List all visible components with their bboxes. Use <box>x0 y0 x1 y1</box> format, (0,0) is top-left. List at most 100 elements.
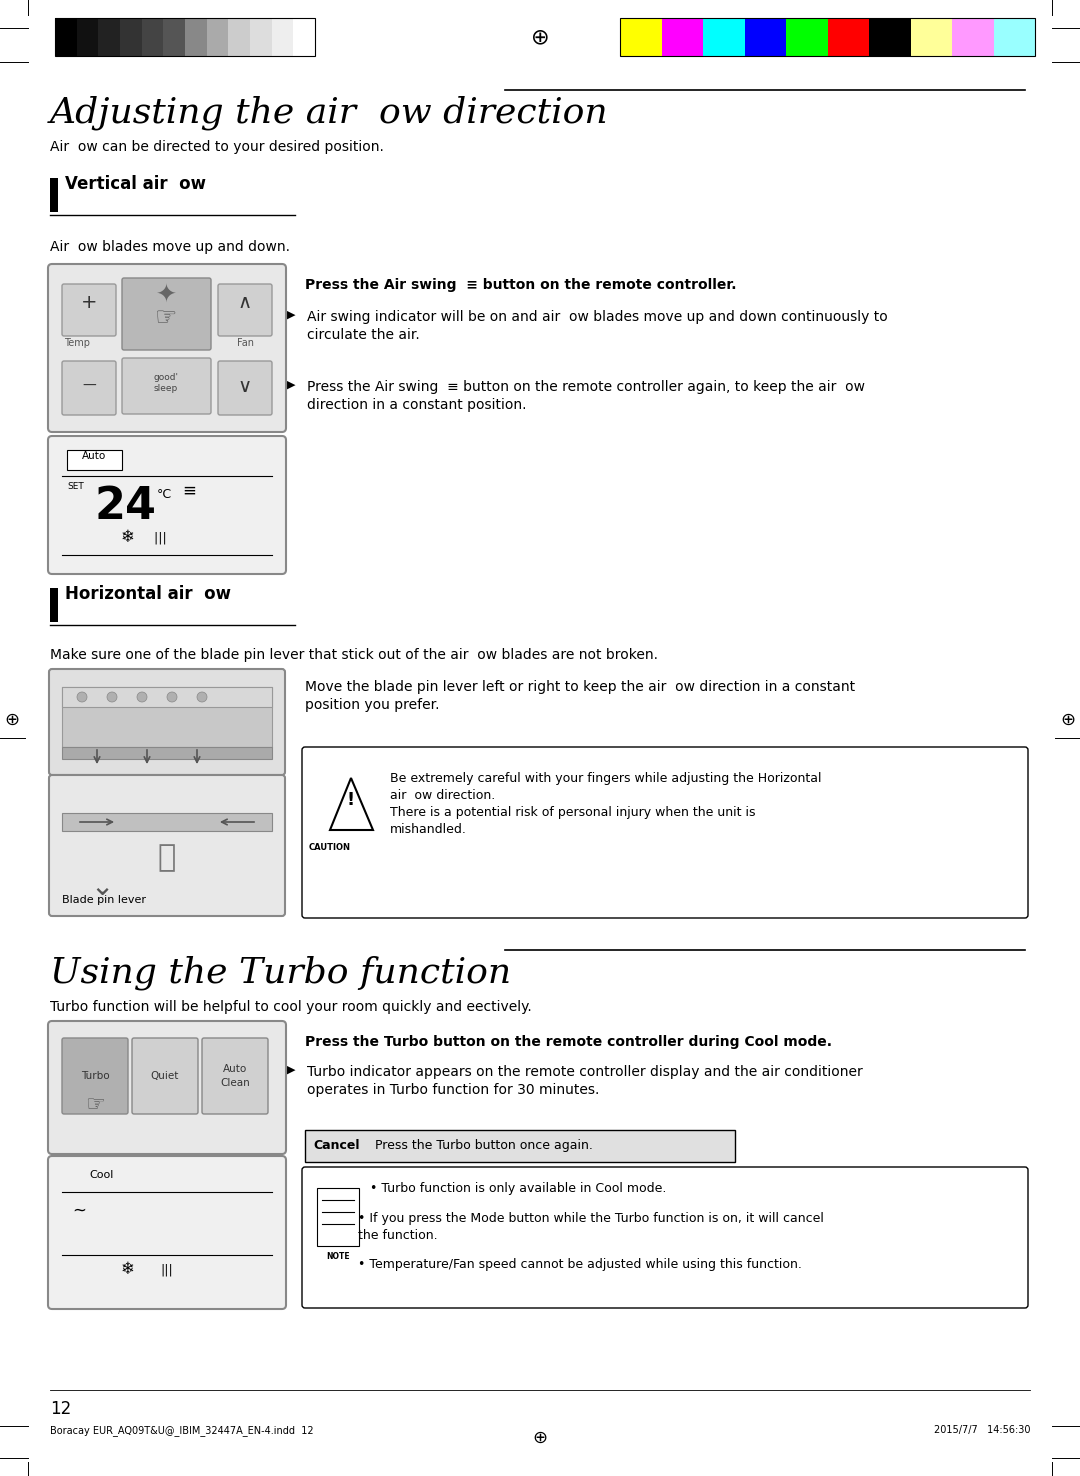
Text: ⌄: ⌄ <box>91 872 113 900</box>
Text: ~: ~ <box>72 1201 86 1221</box>
FancyBboxPatch shape <box>62 1038 129 1114</box>
Text: ⊕: ⊕ <box>4 711 19 729</box>
Bar <box>206 18 228 56</box>
Text: NOTE: NOTE <box>326 1252 350 1261</box>
FancyBboxPatch shape <box>62 283 116 337</box>
Text: • If you press the Mode button while the Turbo function is on, it will cancel
th: • If you press the Mode button while the… <box>357 1212 824 1241</box>
Text: Auto: Auto <box>82 452 106 461</box>
Bar <box>185 18 206 56</box>
Text: Boracay EUR_AQ09T&U@_IBIM_32447A_EN-4.indd  12: Boracay EUR_AQ09T&U@_IBIM_32447A_EN-4.in… <box>50 1424 313 1436</box>
Text: ∧: ∧ <box>238 294 252 313</box>
Text: Press the Air swing  ≡ button on the remote controller again, to keep the air  o: Press the Air swing ≡ button on the remo… <box>307 379 865 412</box>
Text: !: ! <box>347 791 355 809</box>
Text: Make sure one of the blade pin lever that stick out of the air  ow blades are no: Make sure one of the blade pin lever tha… <box>50 648 658 663</box>
Bar <box>661 18 703 56</box>
Text: Turbo indicator appears on the remote controller display and the air conditioner: Turbo indicator appears on the remote co… <box>307 1066 863 1097</box>
Text: ❄: ❄ <box>120 1261 134 1278</box>
Text: SET: SET <box>67 483 84 492</box>
Bar <box>77 18 98 56</box>
Text: 12: 12 <box>50 1401 71 1418</box>
Text: Press the Turbo button once again.: Press the Turbo button once again. <box>375 1139 593 1151</box>
Bar <box>163 18 185 56</box>
Bar <box>272 18 294 56</box>
FancyBboxPatch shape <box>49 669 285 775</box>
Text: ✦: ✦ <box>156 283 176 308</box>
Text: ▶: ▶ <box>287 310 296 320</box>
Bar <box>228 18 249 56</box>
Bar <box>249 18 272 56</box>
FancyBboxPatch shape <box>62 362 116 415</box>
Bar <box>620 18 661 56</box>
Bar <box>869 18 910 56</box>
Text: Cool: Cool <box>90 1170 114 1179</box>
FancyBboxPatch shape <box>49 775 285 917</box>
Bar <box>55 18 315 56</box>
FancyBboxPatch shape <box>202 1038 268 1114</box>
Text: —: — <box>82 379 96 393</box>
Text: Auto
Clean: Auto Clean <box>220 1064 249 1088</box>
FancyBboxPatch shape <box>122 277 211 350</box>
Circle shape <box>197 692 207 703</box>
Text: Cancel: Cancel <box>313 1139 360 1151</box>
FancyBboxPatch shape <box>48 264 286 432</box>
Bar <box>951 18 994 56</box>
Text: Press the Air swing  ≡ button on the remote controller.: Press the Air swing ≡ button on the remo… <box>305 277 737 292</box>
Text: Air  ow can be directed to your desired position.: Air ow can be directed to your desired p… <box>50 140 383 154</box>
FancyBboxPatch shape <box>302 1168 1028 1308</box>
Text: ▶: ▶ <box>287 379 296 390</box>
Circle shape <box>77 692 87 703</box>
Text: ⊕: ⊕ <box>530 27 550 47</box>
Text: ≡: ≡ <box>183 483 195 500</box>
Bar <box>62 747 272 759</box>
FancyBboxPatch shape <box>48 435 286 574</box>
Text: Fan: Fan <box>237 338 254 348</box>
FancyBboxPatch shape <box>122 359 211 413</box>
Text: Blade pin lever: Blade pin lever <box>62 894 146 905</box>
Text: ⊕: ⊕ <box>1061 711 1076 729</box>
Text: Quiet: Quiet <box>151 1072 179 1080</box>
Bar <box>994 18 1035 56</box>
Text: Horizontal air  ow: Horizontal air ow <box>65 584 231 604</box>
Circle shape <box>167 692 177 703</box>
Bar <box>67 450 122 469</box>
Text: • Temperature/Fan speed cannot be adjusted while using this function.: • Temperature/Fan speed cannot be adjust… <box>357 1258 801 1271</box>
Text: ❄: ❄ <box>120 528 134 546</box>
Text: Temp: Temp <box>64 338 90 348</box>
Bar <box>98 18 120 56</box>
Bar <box>50 587 58 621</box>
Circle shape <box>137 692 147 703</box>
Bar <box>294 18 315 56</box>
FancyBboxPatch shape <box>48 1021 286 1154</box>
Bar <box>744 18 786 56</box>
Text: ⊕: ⊕ <box>532 1429 548 1446</box>
Text: Air swing indicator will be on and air  ow blades move up and down continuously : Air swing indicator will be on and air o… <box>307 310 888 342</box>
FancyBboxPatch shape <box>48 1156 286 1309</box>
Bar <box>141 18 163 56</box>
Text: ☞: ☞ <box>154 306 177 331</box>
Text: Air  ow blades move up and down.: Air ow blades move up and down. <box>50 241 291 254</box>
Text: ✋: ✋ <box>158 843 176 872</box>
Bar <box>50 179 58 213</box>
FancyBboxPatch shape <box>132 1038 198 1114</box>
Bar <box>62 813 272 831</box>
Text: ▶: ▶ <box>287 1066 296 1075</box>
Text: Move the blade pin lever left or right to keep the air  ow direction in a consta: Move the blade pin lever left or right t… <box>305 680 855 713</box>
Bar <box>305 1131 735 1162</box>
Bar <box>120 18 141 56</box>
Text: Using the Turbo function: Using the Turbo function <box>50 955 511 989</box>
Bar <box>62 686 272 747</box>
Text: • Turbo function is only available in Cool mode.: • Turbo function is only available in Co… <box>370 1182 666 1196</box>
Text: |||: ||| <box>153 531 171 545</box>
FancyBboxPatch shape <box>218 283 272 337</box>
Text: +: + <box>81 294 97 313</box>
Text: Turbo function will be helpful to cool your room quickly and eеctively.: Turbo function will be helpful to cool y… <box>50 1001 531 1014</box>
Text: 2015/7/7   14:56:30: 2015/7/7 14:56:30 <box>933 1424 1030 1435</box>
Text: |||: ||| <box>161 1263 174 1277</box>
Text: ∨: ∨ <box>238 376 252 396</box>
Circle shape <box>107 692 117 703</box>
Bar <box>318 1188 359 1246</box>
Bar <box>910 18 951 56</box>
Bar <box>55 18 77 56</box>
Bar <box>827 18 869 56</box>
Bar <box>786 18 827 56</box>
